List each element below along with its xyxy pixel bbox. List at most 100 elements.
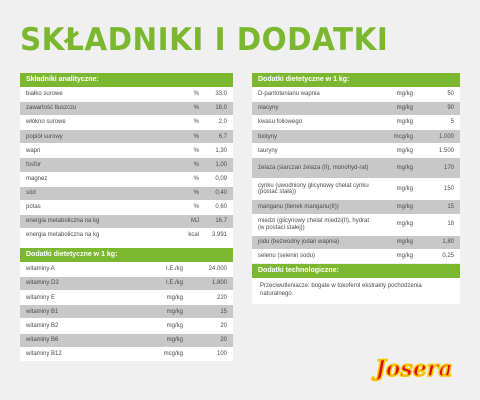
technological-panel: Dodatki technologiczne: Przeciwutleniacz…: [252, 264, 460, 304]
table-row: niacyny mg/kg 90: [252, 101, 460, 116]
page-title: SKŁADNIKI I DODATKI: [20, 22, 389, 58]
table-row: jodu (bezwodny jodan wapnia) mg/kg 1,80: [252, 234, 460, 250]
right-dietary-table: D-pantotenianu wapnia mg/kg 50 niacyny mg/kg…: [252, 86, 460, 263]
nutrient-value: 1.500: [417, 143, 460, 158]
nutrient-name: potas: [20, 199, 155, 215]
nutrient-value: 0,25: [417, 248, 460, 263]
table-row: cynku (uwodniony glicynowy chelat cynku …: [252, 178, 460, 200]
nutrient-unit: %: [155, 101, 203, 116]
nutrient-unit: mcg/kg: [135, 346, 187, 361]
nutrient-name: sód: [20, 185, 155, 201]
nutrient-value: 5: [417, 115, 460, 130]
nutrient-value: 0,60: [203, 199, 233, 215]
nutrient-name: D-pantotenianu wapnia: [252, 86, 372, 102]
table-row: potas% 0,60: [20, 199, 233, 215]
nutrient-name: witaminy B2: [20, 318, 135, 333]
nutrient-value: 150: [417, 178, 460, 200]
nutrient-name: jodu (bezwodny jodan wapnia): [252, 234, 372, 250]
right-panel: Dodatki dietetyczne w 1 kg: D-pantotenia…: [252, 73, 460, 263]
nutrient-unit: mcg/kg: [372, 129, 417, 144]
nutrient-value: 100: [187, 346, 233, 361]
nutrient-value: 15: [187, 304, 233, 319]
nutrient-name: fosfor: [20, 157, 155, 173]
nutrient-name: niacyny: [252, 101, 372, 116]
nutrient-unit: I.E./kg: [135, 276, 187, 291]
nutrient-unit: mg/kg: [135, 332, 187, 348]
nutrient-name: magnez: [20, 171, 155, 187]
nutrient-name: popiół surowy: [20, 129, 155, 144]
nutrient-unit: mg/kg: [372, 86, 417, 102]
nutrient-name: manganu (tlenek manganu(II)): [252, 199, 372, 215]
nutrient-value: 0,40: [203, 185, 233, 201]
nutrient-name: witaminy B12: [20, 346, 135, 361]
table-row: witaminy B12 mcg/kg 100: [20, 346, 233, 361]
nutrient-unit: %: [155, 157, 203, 173]
table-row: witaminy B1 mg/kg 15: [20, 304, 233, 319]
nutrient-unit: %: [155, 143, 203, 158]
nutrient-unit: mg/kg: [135, 304, 187, 319]
nutrient-value: 1.000: [417, 129, 460, 144]
nutrient-value: 33,0: [203, 86, 233, 102]
nutrient-unit: %: [155, 129, 203, 144]
nutrient-unit: %: [155, 185, 203, 201]
nutrient-unit: MJ: [155, 213, 203, 229]
nutrient-name: witaminy D3: [20, 276, 135, 291]
table-row: kwasu foliowego mg/kg 5: [252, 115, 460, 130]
nutrient-value: 3.991: [203, 227, 233, 243]
table-row: zawartość tłuszczu% 18,0: [20, 101, 233, 116]
nutrient-unit: mg/kg: [135, 290, 187, 305]
table-row: energia metaboliczna na kg kcal 3.991: [20, 227, 233, 243]
josera-logo: Josera: [368, 352, 460, 386]
left-dietary-heading: Dodatki dietetyczne w 1 kg:: [20, 248, 233, 263]
nutrient-unit: mg/kg: [372, 101, 417, 116]
table-row: manganu (tlenek manganu(II)) mg/kg 15: [252, 199, 460, 215]
nutrient-value: 50: [417, 86, 460, 102]
nutrient-unit: mg/kg: [135, 318, 187, 333]
nutrient-name: białko surowe: [20, 86, 155, 102]
nutrient-unit: %: [155, 115, 203, 130]
table-row: tauryny mg/kg 1.500: [252, 143, 460, 158]
table-row: witaminy B2 mg/kg 20: [20, 318, 233, 333]
table-row: witaminy A I.E./kg 24.000: [20, 262, 233, 277]
table-row: włókno surowe% 2,0: [20, 115, 233, 130]
nutrient-unit: %: [155, 199, 203, 215]
analytic-heading: Składniki analityczne:: [20, 73, 233, 87]
nutrient-value: 6,7: [203, 129, 233, 144]
nutrient-unit: mg/kg: [372, 115, 417, 130]
nutrient-value: 18,0: [203, 101, 233, 116]
table-row: wapń% 1,30: [20, 143, 233, 158]
nutrient-name: witaminy B1: [20, 304, 135, 319]
nutrient-name: selenu (selenin sodu): [252, 248, 372, 263]
nutrient-name: cynku (uwodniony glicynowy chelat cynku …: [252, 178, 372, 200]
left-panel: Składniki analityczne: białko surowe% 33,…: [20, 73, 233, 361]
nutrient-name: witaminy E: [20, 290, 135, 305]
table-row: D-pantotenianu wapnia mg/kg 50: [252, 86, 460, 102]
nutrient-value: 18: [417, 213, 460, 236]
nutrient-name: miedzi (glicynowy chelat miedzi(II), hyd…: [252, 213, 372, 236]
nutrient-name: wapń: [20, 143, 155, 158]
nutrient-value: 20: [187, 332, 233, 348]
nutrient-unit: %: [155, 171, 203, 187]
nutrient-name: biotyny: [252, 129, 372, 144]
nutrient-name: witaminy A: [20, 262, 135, 277]
nutrient-unit: mg/kg: [372, 213, 417, 236]
analytic-table: białko surowe% 33,0 zawartość tłuszczu% 18,…: [20, 86, 233, 243]
nutrient-value: 1.800: [187, 276, 233, 291]
nutrient-value: 1,00: [203, 157, 233, 173]
table-row: sód% 0,40: [20, 185, 233, 201]
table-row: białko surowe% 33,0: [20, 86, 233, 102]
nutrient-value: 24.000: [187, 262, 233, 277]
table-row: popiół surowy% 6,7: [20, 129, 233, 144]
nutrient-unit: mg/kg: [372, 199, 417, 215]
nutrient-name: włókno surowe: [20, 115, 155, 130]
nutrient-name: energia metaboliczna na kg: [20, 213, 155, 229]
table-row: magnez% 0,09: [20, 171, 233, 187]
nutrient-value: 170: [417, 157, 460, 179]
table-row: fosfor% 1,00: [20, 157, 233, 173]
nutrient-value: 16,7: [203, 213, 233, 229]
nutrient-unit: mg/kg: [372, 178, 417, 200]
nutrient-unit: I.E./kg: [135, 262, 187, 277]
nutrient-unit: mg/kg: [372, 248, 417, 263]
nutrient-value: 1,80: [417, 234, 460, 250]
